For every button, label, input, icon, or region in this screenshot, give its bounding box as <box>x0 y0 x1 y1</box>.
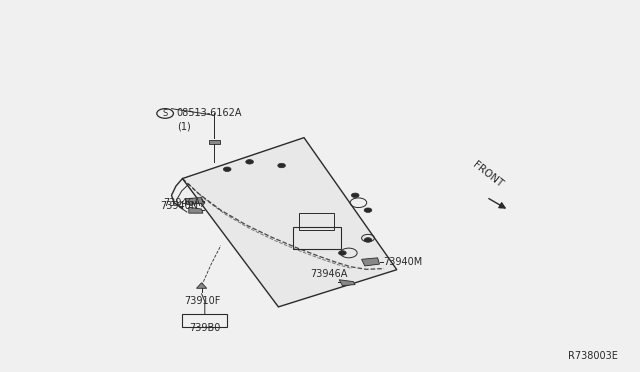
Circle shape <box>246 160 253 164</box>
Polygon shape <box>182 138 397 307</box>
Circle shape <box>364 238 372 242</box>
Text: 73940M: 73940M <box>383 257 422 267</box>
Text: FRONT: FRONT <box>470 160 504 190</box>
Text: 73946A: 73946A <box>310 269 348 279</box>
Circle shape <box>223 167 231 171</box>
Polygon shape <box>339 280 355 286</box>
Text: 73910F: 73910F <box>184 296 221 306</box>
Polygon shape <box>182 314 227 327</box>
Circle shape <box>364 208 372 212</box>
Text: 73940N: 73940N <box>160 201 198 211</box>
Polygon shape <box>196 283 207 288</box>
Polygon shape <box>362 258 380 266</box>
Circle shape <box>339 251 346 255</box>
Text: 08513-6162A: 08513-6162A <box>176 109 241 118</box>
Text: 73946A: 73946A <box>163 198 200 208</box>
Text: S: S <box>163 109 168 118</box>
Circle shape <box>351 193 359 198</box>
Text: R738003E: R738003E <box>568 351 618 361</box>
Bar <box>300 213 334 230</box>
Polygon shape <box>186 198 204 205</box>
Text: (1): (1) <box>177 122 190 131</box>
Circle shape <box>278 163 285 168</box>
Polygon shape <box>189 207 203 213</box>
Bar <box>209 140 220 144</box>
Text: 739B0: 739B0 <box>189 323 221 333</box>
Bar <box>293 227 340 249</box>
